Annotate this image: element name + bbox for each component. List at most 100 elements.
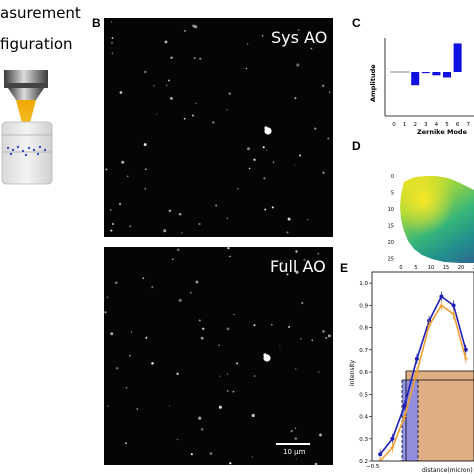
zernike-tick-label: 6 (456, 122, 460, 128)
zernike-xlabel: Zernike Mode (417, 128, 468, 136)
micrograph-full-ao-label: Full AO (270, 257, 326, 276)
bead-spot (280, 262, 283, 265)
bead-spot (178, 212, 182, 216)
bead-spot (271, 323, 273, 326)
bead-spot (226, 373, 229, 375)
bead-spot (218, 405, 222, 409)
bead-spot (314, 462, 318, 465)
micrograph-full-ao: Full AO 10 μm (104, 247, 333, 465)
bead-spot (151, 286, 154, 289)
intensity-y-tick: 0.8 (359, 326, 368, 332)
intensity-point (414, 356, 419, 361)
bead-spot (114, 281, 118, 285)
bead-spot (119, 91, 123, 94)
bead-spot (167, 79, 171, 82)
bead-spot (325, 336, 328, 339)
bead-spot (151, 362, 154, 365)
bead-spot (145, 337, 147, 339)
bead-spot (200, 428, 204, 431)
intensity-xlabel: distance(micron) (422, 467, 473, 474)
micrograph-sys-ao-label: Sys AO (271, 28, 328, 47)
zernike-tick-label: 4 (435, 122, 439, 128)
bead-spot (193, 56, 196, 60)
bead-spot (169, 96, 173, 100)
wavefront-x-tick: 10 (428, 265, 434, 271)
bead-spot (327, 334, 331, 338)
intensity-x-tick-first: −0.5 (366, 464, 380, 470)
bead-spot (226, 327, 230, 331)
intensity-series-line (379, 304, 467, 461)
bead-spot (104, 311, 107, 314)
panel-c-letter: C (352, 16, 361, 30)
intensity-point (427, 323, 432, 328)
bead-spot (294, 97, 297, 100)
bead-spot (294, 164, 296, 166)
bead-spot (198, 319, 201, 322)
bead-spot (118, 202, 122, 206)
wavefront-y-tick: 0 (391, 174, 394, 180)
wavefront-y-tick: 5 (391, 191, 394, 197)
bead-spot (199, 57, 202, 60)
bead-spot (236, 362, 239, 365)
bead-spot (177, 248, 180, 252)
bead-spot (110, 209, 112, 211)
zernike-tick-label: 2 (413, 122, 417, 128)
bead-spot (246, 43, 249, 45)
bead-spot (271, 206, 274, 209)
bead-spot (144, 188, 146, 190)
bead-spot (198, 222, 201, 226)
wavefront-map: 0 5 10 15 20 25 0 5 10 15 20 25 (388, 174, 474, 271)
panel-e-letter: E (340, 261, 349, 275)
bead-spot (191, 114, 194, 117)
intensity-y-tick: 0.2 (359, 459, 368, 465)
bead-spot (300, 338, 302, 340)
bead-spot (195, 280, 199, 284)
bead-spot (107, 405, 109, 407)
bead-spot (294, 437, 298, 440)
wavefront-x-tick: 15 (443, 265, 449, 271)
bead-spot (126, 175, 129, 178)
bead-spot (212, 121, 215, 124)
bead-spot (317, 252, 320, 255)
intensity-point (402, 403, 407, 408)
bead-spot (317, 371, 320, 373)
objective-sample-illustration (1, 70, 53, 185)
intensity-point (402, 414, 407, 419)
bead-spot (226, 390, 229, 392)
intensity-y-tick: 0.6 (359, 370, 368, 376)
zernike-tick-label: 3 (424, 122, 428, 128)
bead-spot (130, 331, 133, 333)
bead-spot (190, 453, 193, 456)
bead-spot (121, 160, 125, 164)
bead-spot (262, 146, 265, 149)
bead-field-full-ao (104, 247, 331, 465)
bead-spot (153, 85, 155, 87)
zernike-bar (421, 72, 430, 74)
sample-beads (6, 145, 47, 157)
zernike-ylabel: Amplitude (369, 64, 377, 102)
bead-spot (125, 386, 128, 389)
intensity-ylabel: intensity (349, 360, 356, 386)
wavefront-y-tick: 20 (388, 240, 394, 246)
bead-spot (229, 255, 231, 258)
bead-spot (183, 117, 186, 120)
bead-spot (319, 433, 322, 437)
intensity-y-tick: 0.9 (359, 303, 368, 309)
bead-spot (192, 24, 196, 28)
bead-spot (272, 161, 275, 163)
intensity-point (414, 370, 419, 375)
bead-spot (156, 113, 158, 115)
wavefront-x-tick: 5 (414, 265, 417, 271)
sample-vial (1, 121, 53, 185)
intensity-point (451, 312, 456, 317)
zernike-tick-label: 7 (466, 122, 470, 128)
bead-spot (322, 84, 325, 87)
bead-spot (183, 29, 186, 32)
micrograph-sys-ao: Sys AO (104, 18, 333, 237)
intensity-point (451, 303, 456, 308)
bead-spot (251, 456, 254, 458)
bead-spot (176, 438, 179, 441)
bead-spot (218, 344, 220, 346)
intensity-plot-frame (371, 271, 474, 462)
bead-spot (303, 258, 306, 261)
